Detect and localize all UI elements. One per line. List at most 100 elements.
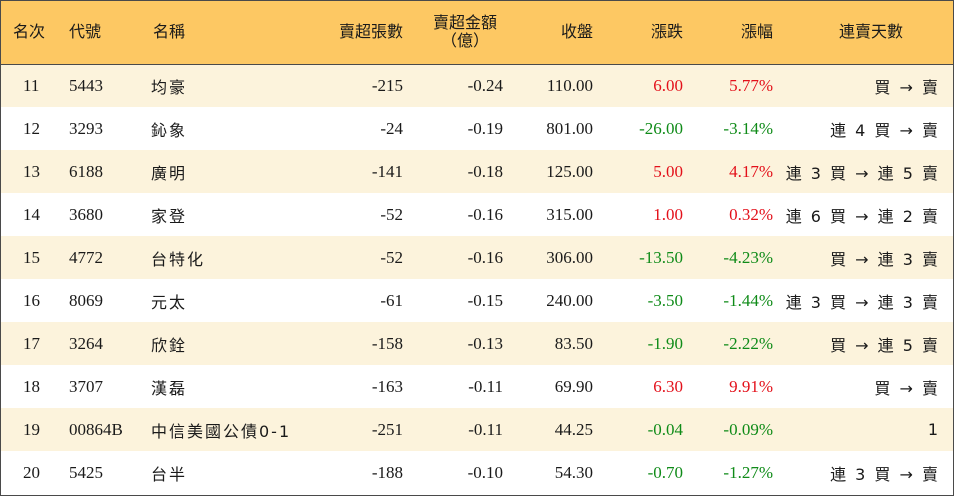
cell-change-pct: -1.44%: [723, 290, 773, 310]
cell-rank: 18: [23, 376, 40, 396]
header-consecutive-days: 連賣天數: [779, 1, 953, 65]
header-name: 名稱: [129, 1, 319, 65]
cell-sell-amount: -0.16: [467, 247, 503, 267]
cell-code: 3680: [69, 204, 103, 224]
cell-close: 54.30: [554, 462, 593, 482]
cell-name: 均豪: [151, 77, 188, 97]
cell-consecutive-days: 連 6 買 → 連 2 賣: [785, 206, 940, 226]
cell-change-pct: -2.22%: [723, 333, 773, 353]
table-row[interactable]: 18 3707 漢磊 -163 -0.11 69.90 6.30 9.91% 買 → 賣: [1, 365, 953, 408]
cell-consecutive-days: 1: [927, 420, 940, 439]
cell-change: -1.90: [647, 333, 683, 353]
cell-sell-volume: -251: [371, 419, 403, 439]
cell-rank: 19: [23, 419, 40, 439]
header-sell-volume: 賣超張數: [319, 1, 409, 65]
cell-change-pct: -0.09%: [723, 419, 773, 439]
cell-consecutive-days: 買 → 連 3 賣: [830, 249, 940, 269]
cell-close: 306.00: [546, 247, 593, 267]
cell-change: -3.50: [647, 290, 683, 310]
cell-change: 6.00: [653, 75, 683, 95]
cell-sell-amount: -0.24: [467, 75, 503, 95]
cell-consecutive-days: 連 3 買 → 連 3 賣: [785, 292, 940, 312]
cell-rank: 17: [23, 333, 40, 353]
cell-consecutive-days: 買 → 連 5 賣: [830, 335, 940, 355]
cell-name: 鈊象: [151, 120, 188, 140]
cell-close: 801.00: [546, 118, 593, 138]
table-body: 11 5443 均豪 -215 -0.24 110.00 6.00 5.77% 買 → 賣 12 3…: [1, 64, 953, 494]
cell-sell-amount: -0.18: [467, 161, 503, 181]
cell-sell-volume: -141: [371, 161, 403, 181]
cell-sell-volume: -52: [380, 247, 403, 267]
cell-consecutive-days: 連 3 買 → 賣: [830, 464, 940, 484]
cell-sell-amount: -0.19: [467, 118, 503, 138]
table-row[interactable]: 12 3293 鈊象 -24 -0.19 801.00 -26.00 -3.14% 連 4 買 …: [1, 107, 953, 150]
cell-sell-amount: -0.16: [467, 204, 503, 224]
header-sell-amount: 賣超金額 （億）: [409, 1, 509, 65]
cell-sell-amount: -0.10: [467, 462, 503, 482]
cell-change: 5.00: [653, 161, 683, 181]
cell-change-pct: -3.14%: [723, 118, 773, 138]
cell-rank: 14: [23, 204, 40, 224]
cell-change-pct: 9.91%: [729, 376, 773, 396]
cell-change-pct: 5.77%: [729, 75, 773, 95]
cell-close: 44.25: [554, 419, 593, 439]
table-row[interactable]: 16 8069 元太 -61 -0.15 240.00 -3.50 -1.44% 連 3 買 →…: [1, 279, 953, 322]
cell-code: 8069: [69, 290, 103, 310]
cell-close: 69.90: [554, 376, 593, 396]
cell-change-pct: 0.32%: [729, 204, 773, 224]
cell-name: 家登: [151, 206, 188, 226]
cell-code: 5443: [69, 75, 103, 95]
cell-consecutive-days: 連 4 買 → 賣: [830, 120, 940, 140]
cell-change: 1.00: [653, 204, 683, 224]
cell-sell-amount: -0.15: [467, 290, 503, 310]
cell-name: 漢磊: [151, 378, 188, 398]
cell-code: 3707: [69, 376, 103, 396]
cell-code: 6188: [69, 161, 103, 181]
cell-sell-volume: -163: [371, 376, 403, 396]
cell-rank: 16: [23, 290, 40, 310]
cell-consecutive-days: 買 → 賣: [874, 77, 940, 97]
cell-name: 台特化: [151, 249, 206, 269]
table-row[interactable]: 11 5443 均豪 -215 -0.24 110.00 6.00 5.77% 買 → 賣: [1, 64, 953, 107]
cell-sell-volume: -52: [380, 204, 403, 224]
header-sell-amount-line1: 賣超金額: [432, 13, 497, 33]
cell-change: -13.50: [639, 247, 683, 267]
cell-name: 台半: [151, 464, 188, 484]
cell-rank: 13: [23, 161, 40, 181]
cell-name: 欣銓: [151, 335, 188, 355]
table-row[interactable]: 15 4772 台特化 -52 -0.16 306.00 -13.50 -4.23% 買 → 連…: [1, 236, 953, 279]
cell-name: 中信美國公債0-1: [151, 421, 292, 441]
cell-close: 125.00: [546, 161, 593, 181]
cell-code: 5425: [69, 462, 103, 482]
cell-rank: 15: [23, 247, 40, 267]
cell-consecutive-days: 買 → 賣: [874, 378, 940, 398]
cell-consecutive-days: 連 3 買 → 連 5 賣: [785, 163, 940, 183]
cell-name: 元太: [151, 292, 188, 312]
table-row[interactable]: 17 3264 欣銓 -158 -0.13 83.50 -1.90 -2.22% 買 → 連 5…: [1, 322, 953, 365]
table-row[interactable]: 20 5425 台半 -188 -0.10 54.30 -0.70 -1.27% 連 3 買 →…: [1, 451, 953, 494]
header-change: 漲跌: [599, 1, 689, 65]
cell-close: 83.50: [554, 333, 593, 353]
cell-change-pct: -1.27%: [723, 462, 773, 482]
header-rank: 名次: [1, 1, 61, 65]
header-code: 代號: [61, 1, 129, 65]
cell-change: -0.70: [647, 462, 683, 482]
table-row[interactable]: 19 00864B 中信美國公債0-1 -251 -0.11 44.25 -0.04 -0.0…: [1, 408, 953, 451]
cell-rank: 20: [23, 462, 40, 482]
cell-change-pct: 4.17%: [729, 161, 773, 181]
cell-change: -26.00: [639, 118, 683, 138]
cell-sell-amount: -0.11: [468, 376, 503, 396]
cell-sell-volume: -61: [380, 290, 403, 310]
table-header-row: 名次 代號 名稱 賣超張數 賣超金額 （億） 收盤 漲跌 漲幅 連賣天數: [1, 1, 953, 65]
header-change-pct: 漲幅: [689, 1, 779, 65]
cell-sell-amount: -0.11: [468, 419, 503, 439]
header-sell-amount-unit: （億）: [440, 31, 489, 51]
cell-close: 240.00: [546, 290, 593, 310]
table-row[interactable]: 14 3680 家登 -52 -0.16 315.00 1.00 0.32% 連 6 買 → 連…: [1, 193, 953, 236]
cell-sell-volume: -158: [371, 333, 403, 353]
cell-sell-volume: -215: [371, 75, 403, 95]
table-row[interactable]: 13 6188 廣明 -141 -0.18 125.00 5.00 4.17% 連 3 買 → …: [1, 150, 953, 193]
cell-change-pct: -4.23%: [723, 247, 773, 267]
cell-code: 3293: [69, 118, 103, 138]
